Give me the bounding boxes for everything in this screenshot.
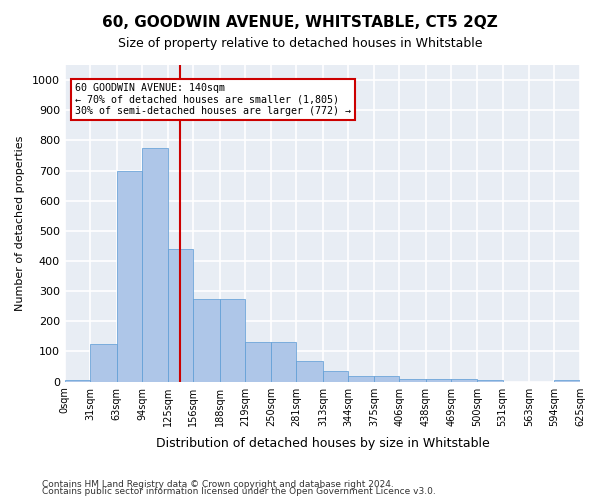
Bar [271,342,296,382]
Bar [117,170,142,382]
Bar [142,148,168,382]
Bar [91,344,117,382]
Bar [451,378,477,382]
Bar [323,371,349,382]
Bar [426,378,451,382]
Text: Size of property relative to detached houses in Whitstable: Size of property relative to detached ho… [118,38,482,51]
Bar [168,249,193,382]
Bar [220,298,245,382]
Text: 60 GOODWIN AVENUE: 140sqm
← 70% of detached houses are smaller (1,805)
30% of se: 60 GOODWIN AVENUE: 140sqm ← 70% of detac… [74,83,350,116]
Bar [349,376,374,382]
Bar [193,298,220,382]
X-axis label: Distribution of detached houses by size in Whitstable: Distribution of detached houses by size … [155,437,489,450]
Bar [554,380,580,382]
Text: 60, GOODWIN AVENUE, WHITSTABLE, CT5 2QZ: 60, GOODWIN AVENUE, WHITSTABLE, CT5 2QZ [102,15,498,30]
Bar [400,378,426,382]
Bar [245,342,271,382]
Bar [477,380,503,382]
Bar [65,380,91,382]
Text: Contains HM Land Registry data © Crown copyright and database right 2024.: Contains HM Land Registry data © Crown c… [42,480,394,489]
Bar [296,360,323,382]
Text: Contains public sector information licensed under the Open Government Licence v3: Contains public sector information licen… [42,487,436,496]
Bar [374,376,400,382]
Y-axis label: Number of detached properties: Number of detached properties [15,136,25,311]
